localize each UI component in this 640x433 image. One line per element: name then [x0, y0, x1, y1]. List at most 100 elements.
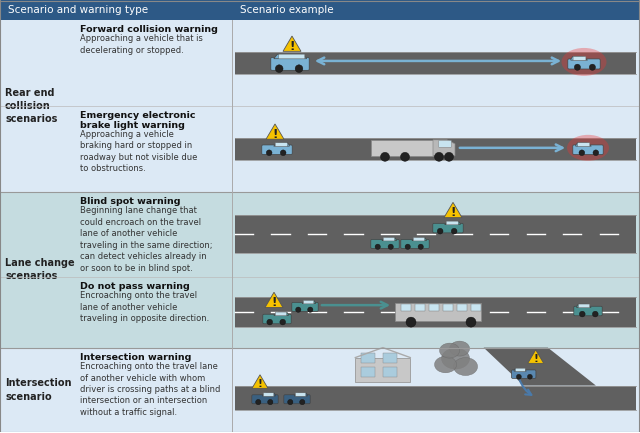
Ellipse shape: [561, 48, 607, 76]
Circle shape: [593, 150, 598, 155]
Polygon shape: [265, 292, 283, 307]
Bar: [235, 138, 636, 160]
Ellipse shape: [449, 341, 470, 356]
FancyBboxPatch shape: [511, 370, 536, 378]
Polygon shape: [445, 221, 460, 225]
Circle shape: [589, 64, 595, 70]
Bar: [415, 304, 425, 311]
Bar: [0, 192, 640, 348]
Bar: [235, 385, 636, 410]
FancyBboxPatch shape: [303, 301, 314, 304]
Ellipse shape: [442, 348, 470, 369]
Circle shape: [268, 400, 273, 405]
FancyBboxPatch shape: [438, 140, 451, 147]
Text: !: !: [271, 296, 276, 309]
Circle shape: [445, 152, 454, 162]
Polygon shape: [571, 57, 588, 60]
Text: Approaching a vehicle that is
decelerating or stopped.: Approaching a vehicle that is decelerati…: [80, 35, 203, 55]
Polygon shape: [433, 140, 455, 156]
Polygon shape: [514, 368, 526, 371]
Text: Encroaching onto the travel
lane of another vehicle
traveling in opposite direct: Encroaching onto the travel lane of anot…: [80, 291, 209, 323]
Text: Encroaching onto the travel lane
of another vehicle with whom
driver is crossing: Encroaching onto the travel lane of anot…: [80, 362, 220, 417]
Text: !: !: [257, 379, 262, 389]
FancyBboxPatch shape: [263, 314, 291, 324]
Circle shape: [406, 317, 416, 327]
FancyBboxPatch shape: [275, 312, 287, 316]
Bar: [395, 303, 481, 321]
FancyBboxPatch shape: [292, 302, 318, 311]
Circle shape: [574, 64, 580, 70]
Polygon shape: [266, 124, 284, 139]
Circle shape: [388, 244, 394, 249]
Circle shape: [300, 400, 305, 405]
Circle shape: [255, 400, 261, 405]
Text: Scenario and warning type: Scenario and warning type: [8, 5, 148, 15]
Polygon shape: [274, 143, 289, 146]
Polygon shape: [484, 348, 596, 385]
Circle shape: [308, 307, 313, 312]
Circle shape: [579, 150, 585, 155]
FancyBboxPatch shape: [383, 237, 394, 241]
Polygon shape: [252, 375, 268, 388]
Ellipse shape: [454, 358, 477, 375]
Circle shape: [516, 374, 522, 379]
Text: Do not pass warning: Do not pass warning: [80, 281, 189, 291]
Polygon shape: [274, 54, 307, 59]
FancyBboxPatch shape: [284, 395, 310, 404]
Text: Blind spot warning: Blind spot warning: [80, 197, 180, 206]
Polygon shape: [294, 393, 308, 396]
Ellipse shape: [440, 343, 460, 358]
Polygon shape: [382, 238, 396, 241]
FancyBboxPatch shape: [371, 239, 399, 249]
FancyBboxPatch shape: [579, 304, 589, 308]
Text: Intersection
scenario: Intersection scenario: [5, 378, 72, 402]
Text: Lane change
scenarios: Lane change scenarios: [5, 258, 75, 281]
Bar: [471, 304, 481, 311]
Circle shape: [466, 317, 476, 327]
Text: !: !: [272, 128, 278, 141]
FancyBboxPatch shape: [568, 59, 600, 69]
FancyBboxPatch shape: [446, 221, 458, 225]
Polygon shape: [302, 301, 316, 304]
FancyBboxPatch shape: [574, 306, 602, 316]
Circle shape: [275, 65, 283, 72]
Bar: [235, 215, 636, 253]
Circle shape: [287, 400, 293, 405]
FancyBboxPatch shape: [262, 145, 292, 155]
Polygon shape: [274, 312, 289, 315]
FancyBboxPatch shape: [252, 395, 278, 404]
Ellipse shape: [567, 135, 609, 161]
FancyBboxPatch shape: [296, 393, 306, 396]
Polygon shape: [577, 304, 591, 307]
Circle shape: [451, 228, 457, 234]
Bar: [371, 140, 433, 156]
Text: Forward collision warning: Forward collision warning: [80, 25, 218, 34]
Bar: [383, 367, 397, 377]
Polygon shape: [283, 36, 301, 52]
Circle shape: [296, 307, 301, 312]
Circle shape: [381, 152, 390, 162]
FancyBboxPatch shape: [433, 223, 463, 233]
FancyBboxPatch shape: [573, 145, 603, 155]
Text: Emergency electronic
brake light warning: Emergency electronic brake light warning: [80, 111, 195, 130]
Bar: [443, 304, 453, 311]
Polygon shape: [412, 238, 426, 241]
Polygon shape: [528, 350, 544, 363]
Text: !: !: [451, 206, 456, 219]
Ellipse shape: [435, 356, 456, 373]
Polygon shape: [444, 202, 462, 218]
Text: Approaching a vehicle
braking hard or stopped in
roadway but not visible due
to : Approaching a vehicle braking hard or st…: [80, 130, 197, 173]
Bar: [362, 367, 375, 377]
FancyBboxPatch shape: [413, 237, 424, 241]
Circle shape: [375, 244, 380, 249]
Bar: [457, 304, 467, 311]
Bar: [401, 304, 411, 311]
FancyBboxPatch shape: [401, 239, 429, 249]
Circle shape: [435, 152, 444, 162]
Circle shape: [401, 152, 410, 162]
Circle shape: [527, 374, 532, 379]
Circle shape: [295, 65, 303, 72]
Text: Beginning lane change that
could encroach on the travel
lane of another vehicle
: Beginning lane change that could encroac…: [80, 206, 212, 272]
FancyBboxPatch shape: [264, 393, 274, 396]
Circle shape: [418, 244, 424, 249]
